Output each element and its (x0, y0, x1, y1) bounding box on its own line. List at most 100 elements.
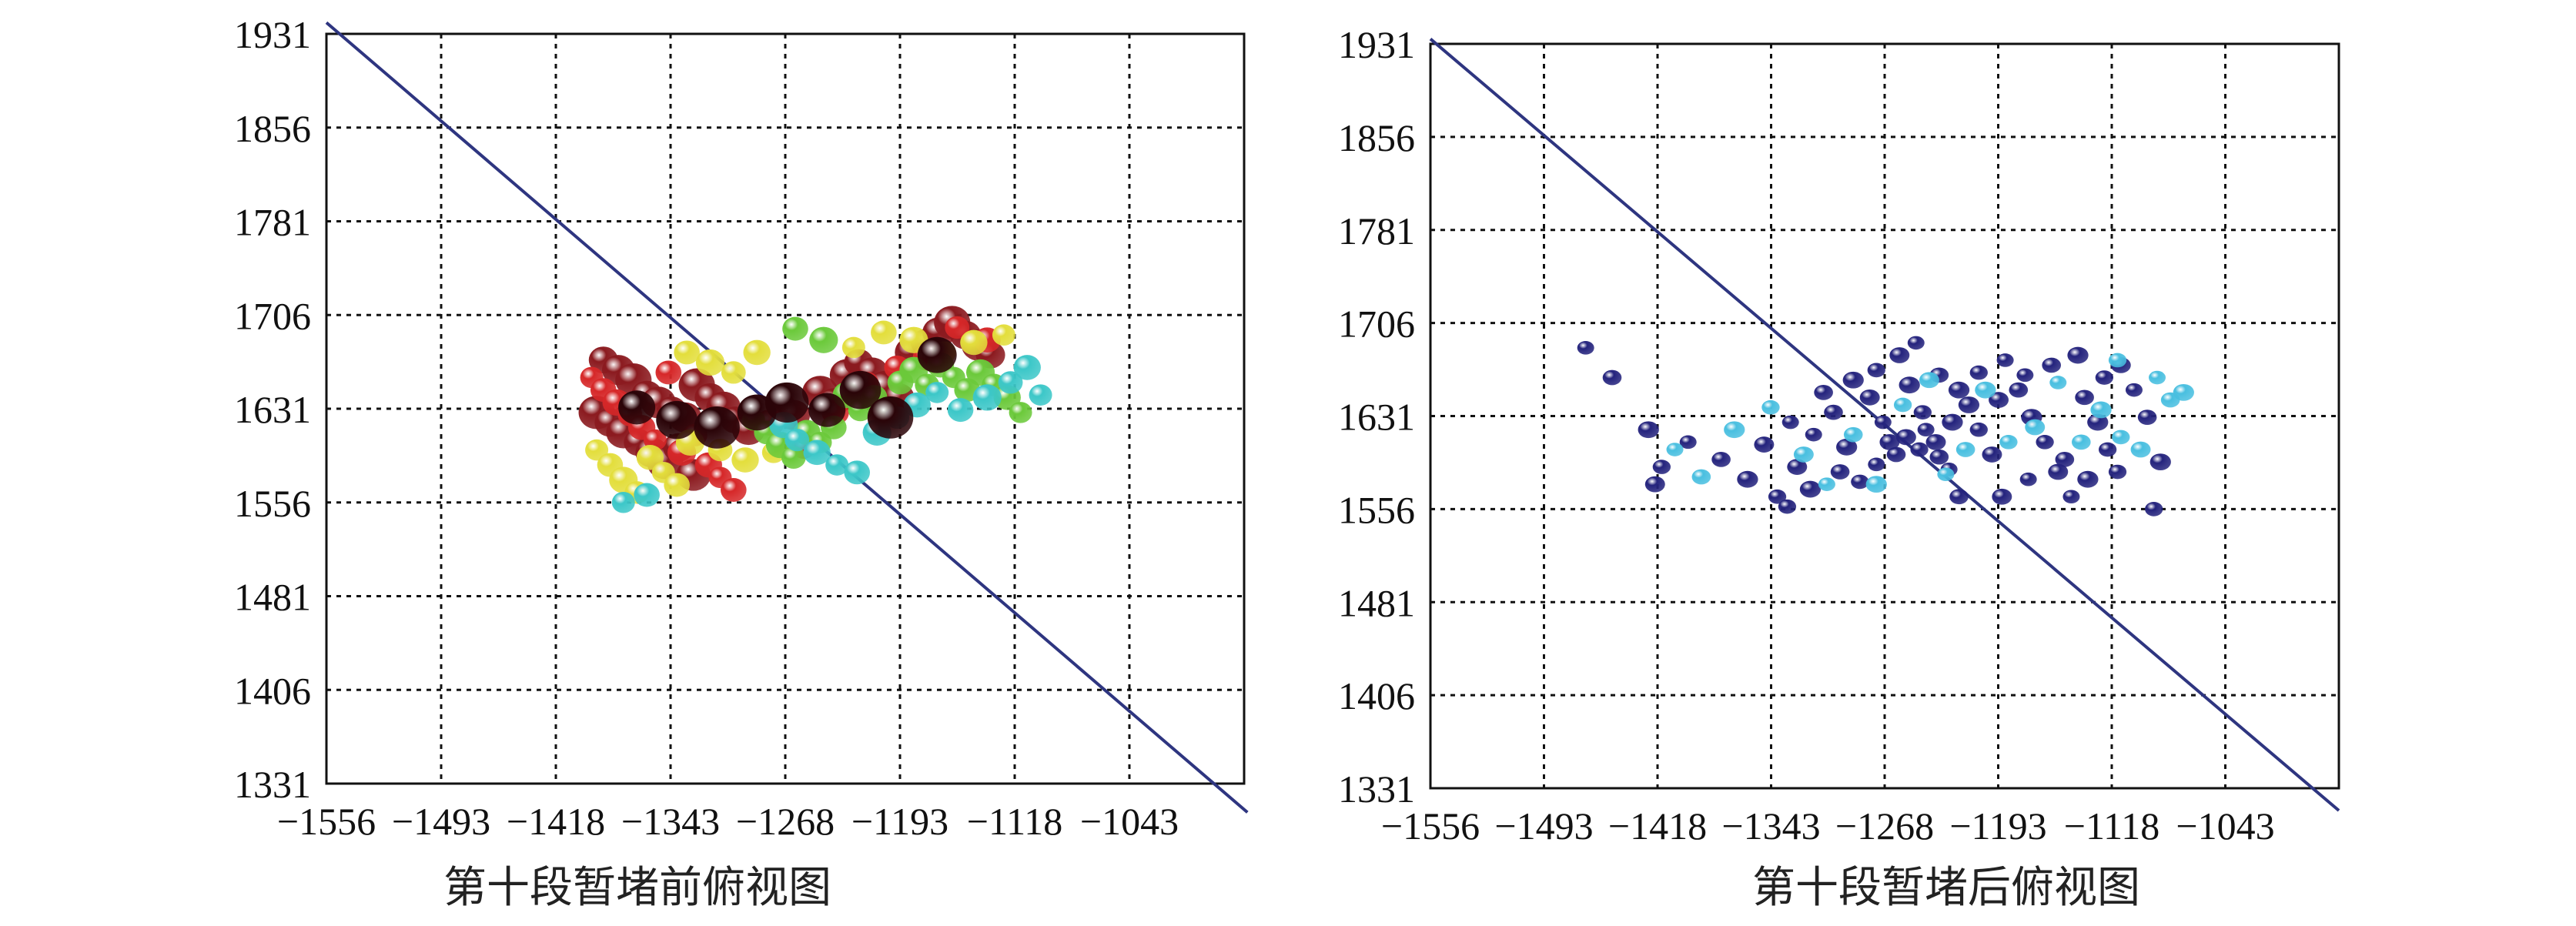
scatter-point (2098, 442, 2117, 457)
scatter-point (1652, 460, 1671, 474)
scatter-point (1925, 433, 1946, 450)
scatter-point (1886, 446, 1906, 463)
x-tick-label: −1418 (1608, 804, 1707, 847)
scatter-point (634, 483, 660, 507)
y-tick-label: 1331 (234, 763, 311, 806)
scatter-point (1867, 363, 1885, 378)
scatter-point (2077, 470, 2099, 488)
scatter-point (1836, 438, 1858, 456)
scatter-point (947, 398, 974, 423)
x-tick-label: −1556 (277, 800, 376, 843)
scatter-point (611, 491, 635, 513)
scatter-point (2071, 434, 2091, 450)
scatter-point (1937, 467, 1955, 482)
scatter-point (1761, 399, 1780, 415)
y-tick-label: 1331 (1338, 767, 1415, 811)
x-tick-label: −1193 (851, 800, 948, 843)
scatter-point (785, 428, 810, 452)
scatter-point (782, 316, 808, 341)
scatter-point (1577, 341, 1594, 355)
scatter-point (1942, 413, 1963, 431)
scatter-point (1666, 443, 1684, 456)
scatter-point (2036, 435, 2054, 450)
y-tick-label: 1481 (234, 576, 311, 619)
y-tick-label: 1931 (1338, 23, 1415, 66)
x-tick-label: −1556 (1381, 804, 1480, 847)
chart-title-before: 第十段暂堵前俯视图 (443, 863, 831, 913)
scatter-point (1814, 385, 1833, 400)
scatter-point (825, 454, 849, 476)
scatter-point (1799, 480, 1822, 498)
scatter-point (803, 440, 831, 466)
scatter-point (2055, 452, 2075, 467)
scatter-point (1949, 489, 1969, 505)
scatter-point (694, 406, 740, 449)
scatter-point (655, 360, 682, 385)
x-tick-label: −1118 (967, 800, 1063, 843)
scatter-point (841, 336, 865, 359)
scatter-point (2108, 464, 2127, 480)
scatter-point (618, 390, 656, 425)
scatter-point (656, 400, 698, 440)
scatter-point (2173, 383, 2194, 401)
y-tick-label: 1781 (1338, 209, 1415, 252)
scatter-point (1969, 365, 1988, 380)
chart-panel-before: 第十段暂堵前俯视图 −1556 −1493 −1418 −1343 −1268 −1193… (234, 13, 1249, 913)
scatter-point (2130, 441, 2151, 458)
scatter-point (764, 382, 809, 423)
x-tick-label: −1268 (736, 800, 835, 843)
scatter-point (1818, 477, 1835, 491)
scatter-point (998, 371, 1023, 394)
chart-title-after: 第十段暂堵后俯视图 (1752, 863, 2140, 913)
scatter-point (1843, 426, 1863, 443)
scatter-point (1996, 353, 2014, 367)
scatter-point (1992, 488, 2012, 505)
scatter-point (2048, 463, 2069, 480)
scatter-point (1910, 442, 1929, 457)
y-tick-label: 1706 (1338, 303, 1415, 346)
scatter-point (721, 361, 746, 384)
scatter-point (1781, 415, 1799, 430)
scatter-point (1865, 476, 1887, 493)
scatter-point (1859, 389, 1880, 406)
scatter-point (945, 316, 970, 339)
scatter-point (721, 478, 747, 502)
scatter-point (1824, 404, 1843, 420)
scatter-point (2125, 383, 2143, 397)
scatter-point (1879, 433, 1900, 450)
y-tick-label: 1631 (234, 388, 311, 431)
scatter-point (1602, 369, 1622, 386)
scatter-point (2016, 368, 2034, 383)
scatter-point (1895, 429, 1916, 446)
y-tick-label: 1406 (234, 669, 311, 712)
scatter-point (844, 460, 870, 485)
scatter-point (1989, 392, 2009, 408)
x-tick-label: −1493 (392, 800, 490, 843)
scatter-point (1754, 436, 1775, 453)
scatter-point (2062, 490, 2080, 504)
scatter-point (992, 324, 1015, 346)
y-tick-label: 1556 (234, 482, 311, 525)
scatter-point (2137, 410, 2157, 425)
scatter-point (1913, 405, 1932, 420)
y-tick-label: 1931 (234, 13, 311, 56)
scatter-point (743, 339, 771, 366)
scatter-point (808, 393, 846, 427)
scatter-point (839, 370, 882, 410)
scatter-point (1889, 347, 1910, 363)
scatter-point (1679, 435, 1697, 450)
scatter-point (2025, 419, 2046, 436)
scatter-point (1638, 421, 1659, 439)
scatter-point (2049, 376, 2067, 389)
x-tick-label: −1118 (2064, 804, 2160, 847)
chart-panel-after: 第十段暂堵后俯视图 −1556 −1493 −1418 −1343 −1268 −1193… (1338, 23, 2340, 913)
x-tick-label: −1268 (1835, 804, 1934, 847)
scatter-point (917, 336, 957, 373)
scatter-point (2075, 389, 2094, 406)
y-tick-label: 1706 (234, 294, 311, 337)
scatter-point (781, 446, 806, 469)
scatter-point (2067, 346, 2089, 364)
scatter-point (809, 326, 838, 353)
scatter-point (1948, 381, 1970, 399)
